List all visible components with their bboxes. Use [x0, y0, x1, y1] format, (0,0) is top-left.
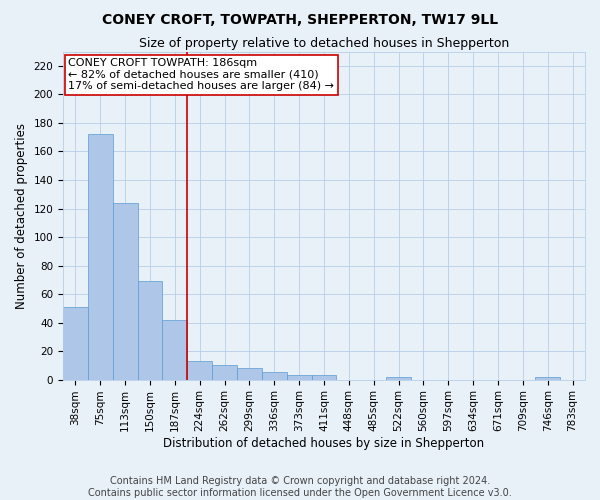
- Bar: [262, 372, 287, 380]
- Y-axis label: Number of detached properties: Number of detached properties: [15, 122, 28, 308]
- Bar: [88, 134, 113, 380]
- Bar: [311, 376, 337, 380]
- X-axis label: Distribution of detached houses by size in Shepperton: Distribution of detached houses by size …: [163, 437, 485, 450]
- Bar: [187, 361, 212, 380]
- Bar: [386, 376, 411, 380]
- Text: CONEY CROFT, TOWPATH, SHEPPERTON, TW17 9LL: CONEY CROFT, TOWPATH, SHEPPERTON, TW17 9…: [102, 12, 498, 26]
- Bar: [63, 307, 88, 380]
- Bar: [113, 203, 137, 380]
- Title: Size of property relative to detached houses in Shepperton: Size of property relative to detached ho…: [139, 38, 509, 51]
- Bar: [212, 366, 237, 380]
- Bar: [237, 368, 262, 380]
- Text: CONEY CROFT TOWPATH: 186sqm
← 82% of detached houses are smaller (410)
17% of se: CONEY CROFT TOWPATH: 186sqm ← 82% of det…: [68, 58, 334, 92]
- Text: Contains HM Land Registry data © Crown copyright and database right 2024.
Contai: Contains HM Land Registry data © Crown c…: [88, 476, 512, 498]
- Bar: [137, 281, 163, 380]
- Bar: [535, 376, 560, 380]
- Bar: [287, 376, 311, 380]
- Bar: [163, 320, 187, 380]
